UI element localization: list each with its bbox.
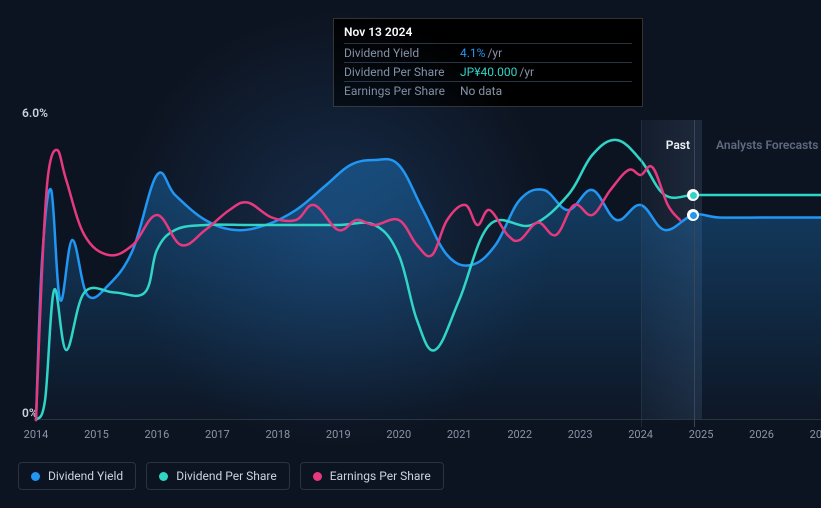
legend-item-dividend-yield[interactable]: Dividend Yield [18,462,136,490]
x-tick: 2017 [205,428,230,441]
tooltip-row: Dividend Yield4.1% /yr [344,43,632,62]
date-cursor-line [694,120,695,427]
tooltip-value: No data [460,84,502,98]
marker-dividend-yield [687,209,699,221]
x-tick: 2019 [326,428,351,441]
tooltip-unit: /yr [519,65,534,79]
legend-label: Earnings Per Share [330,469,431,483]
x-tick: 2022 [507,428,532,441]
x-tick: 2021 [447,428,472,441]
tooltip-date: Nov 13 2024 [344,25,632,43]
legend-label: Dividend Per Share [176,469,277,483]
legend-label: Dividend Yield [48,469,123,483]
forecast-section-label: Analysts Forecasts [716,138,818,152]
x-axis: 2014201520162017201820192020202120222023… [36,426,821,442]
tooltip-label: Earnings Per Share [344,84,460,98]
tooltip-label: Dividend Per Share [344,65,460,79]
legend-dot-icon [159,472,168,481]
area-dividend-yield [36,159,821,420]
tooltip-unit: /yr [487,46,502,60]
tooltip-row: Earnings Per ShareNo data [344,81,632,100]
x-tick: 2024 [628,428,653,441]
legend-item-dividend-per-share[interactable]: Dividend Per Share [146,462,290,490]
chart-svg [36,120,821,419]
chart-legend: Dividend Yield Dividend Per Share Earnings… [18,462,444,490]
tooltip-value: JP¥40.000 [460,65,517,79]
y-axis-max-label: 6.0% [22,106,48,120]
x-tick: 2026 [749,428,774,441]
x-tick: 2023 [568,428,593,441]
x-tick: 2025 [689,428,714,441]
legend-dot-icon [313,472,322,481]
dividend-chart: 6.0% 0% Past Analysts Forecasts 20142015… [18,108,821,443]
tooltip-label: Dividend Yield [344,46,460,60]
past-section-label: Past [666,138,690,152]
x-tick: 2018 [265,428,290,441]
chart-tooltip: Nov 13 2024 Dividend Yield4.1% /yrDivide… [333,18,643,107]
x-tick: 2014 [24,428,49,441]
x-tick: 2015 [84,428,109,441]
x-tick: 2027 [810,428,821,441]
tooltip-value: 4.1% [460,46,485,60]
forecast-divider-line [641,120,642,427]
legend-dot-icon [31,472,40,481]
x-tick: 2016 [145,428,170,441]
x-tick: 2020 [386,428,411,441]
tooltip-row: Dividend Per ShareJP¥40.000 /yr [344,62,632,81]
legend-item-earnings-per-share[interactable]: Earnings Per Share [300,462,444,490]
chart-plot-area[interactable]: Past Analysts Forecasts [36,120,821,420]
marker-dividend-per-share [687,189,699,201]
